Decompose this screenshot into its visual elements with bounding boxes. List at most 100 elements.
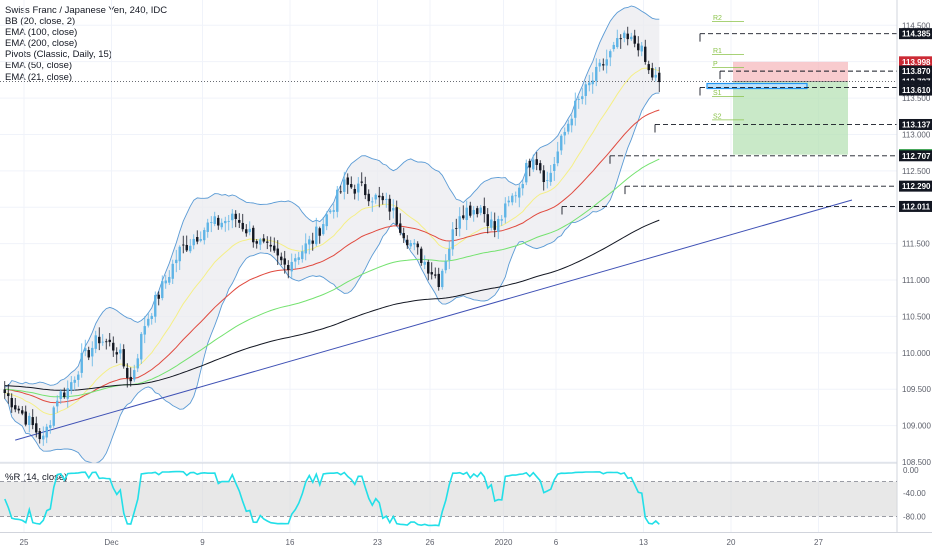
candle-body (262, 238, 265, 242)
candle-body (154, 295, 157, 317)
candle-body (119, 349, 122, 354)
candle-body (486, 214, 489, 227)
price-tag-label: 112.290 (902, 182, 931, 191)
candle-body (66, 388, 69, 399)
x-tick-label: 25 (20, 538, 29, 547)
williams-r-pane: 0.00 -40.00 -80.00 (0, 466, 926, 527)
candle-body (196, 237, 199, 242)
level-lines (0, 33, 897, 215)
candle-body (623, 32, 626, 38)
pivot-label: P (713, 61, 718, 68)
candle-body (157, 294, 160, 299)
candle-body (301, 251, 304, 260)
candle-body (126, 367, 129, 379)
price-tag (899, 180, 932, 192)
x-tick-label: 13 (639, 538, 648, 547)
candle-body (546, 180, 549, 181)
price-tag (899, 150, 932, 162)
candle-body (224, 220, 227, 224)
x-tick-label: 27 (814, 538, 823, 547)
pivot-label: S1 (713, 90, 722, 97)
y-tick-label: 111.000 (902, 276, 930, 285)
candle-body (322, 224, 325, 235)
candle-body (644, 46, 647, 63)
candle-body (28, 415, 31, 426)
y-tick-label: 114.500 (902, 21, 931, 30)
price-tag-label: 113.137 (902, 120, 931, 129)
legend-line: EMA (100, close) (5, 27, 78, 39)
candle-body (479, 207, 482, 213)
pivot-levels: R2 R1 P S1 S2 (712, 15, 744, 120)
x-tick-label: 23 (373, 538, 382, 547)
pivot-label: R1 (713, 48, 722, 55)
entry-box (706, 82, 808, 90)
candle-body (395, 207, 398, 225)
candle-body (388, 198, 391, 212)
candle-body (108, 339, 111, 343)
candle-body (234, 213, 237, 219)
price-tag (899, 56, 932, 68)
candle-body (469, 205, 472, 216)
indicator-tick-label: 0.00 (903, 466, 919, 475)
price-tag (899, 200, 932, 212)
candle-body (619, 38, 622, 40)
y-tick-label: 112.500 (902, 167, 931, 176)
x-tick-label: 2020 (495, 538, 513, 547)
pivot-label: R2 (713, 15, 722, 22)
candle-body (332, 210, 335, 212)
bollinger-bands (4, 5, 660, 464)
indicator-tick-label: -80.00 (903, 512, 926, 521)
stop-loss-zone (733, 61, 848, 82)
candle-body (444, 261, 447, 271)
candle-body (259, 239, 262, 245)
candle-body (70, 382, 73, 391)
candle-body (549, 172, 552, 182)
chart-legend: Swiss Franc / Japanese Yen, 240, IDC BB (… (5, 5, 167, 83)
candle-body (213, 216, 216, 224)
candle-body (392, 208, 395, 211)
candle-body (112, 342, 115, 351)
y-tick-label: 109.500 (902, 385, 931, 394)
candle-body (192, 238, 195, 246)
candle-body (147, 318, 150, 326)
candle-body (633, 35, 636, 44)
candle-body (231, 213, 234, 221)
candle-body (385, 199, 388, 200)
candle-body (227, 220, 230, 222)
candle-body (63, 392, 66, 398)
bb-upper (4, 5, 660, 388)
candle-body (497, 219, 500, 233)
candle-body (472, 210, 475, 215)
trendline-layer (15, 199, 853, 441)
candle-body (514, 195, 517, 197)
y-tick-label: 109.000 (902, 422, 931, 431)
price-tag (899, 118, 932, 130)
price-tag-label: 113.870 (902, 67, 931, 76)
x-tick-label: 9 (200, 538, 205, 547)
candle-body (360, 181, 363, 183)
candle-body (77, 374, 80, 380)
candle-body (378, 195, 381, 198)
price-tag (899, 84, 932, 96)
candle-body (658, 72, 661, 83)
candle-body (483, 206, 486, 215)
candle-body (616, 38, 619, 48)
candle-body (535, 159, 538, 165)
candle-body (175, 259, 178, 264)
candle-body (45, 426, 48, 438)
candle-body (297, 257, 300, 260)
candle-body (595, 66, 598, 81)
legend-line: EMA (50, close) (5, 60, 73, 72)
legend-line: Pivots (Classic, Daily, 15) (5, 49, 112, 61)
candle-body (542, 170, 545, 183)
candle-body (255, 241, 258, 244)
candle-body (133, 370, 136, 380)
candle-body (42, 435, 45, 440)
candle-body (203, 230, 206, 241)
pivot-label: S2 (713, 113, 722, 120)
bb-fill (4, 6, 660, 463)
candle-body (91, 347, 94, 357)
candle-body (280, 256, 283, 261)
candle-body (346, 177, 349, 185)
